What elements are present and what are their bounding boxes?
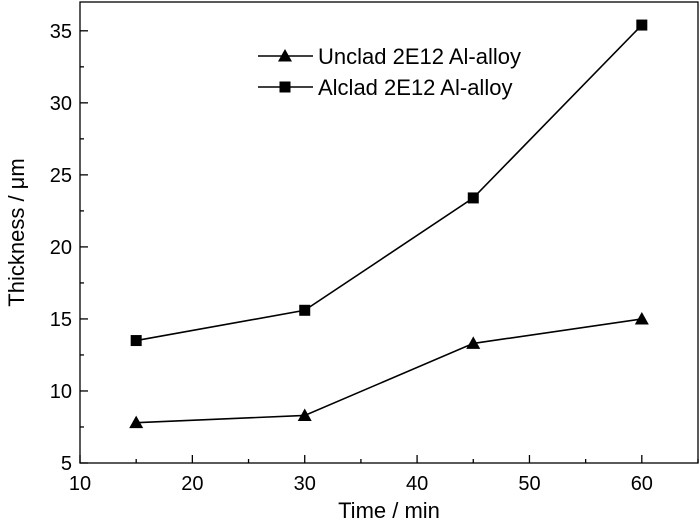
legend-label: Unclad 2E12 Al-alloy — [318, 44, 521, 69]
y-tick-label: 20 — [50, 237, 72, 259]
y-tick-label: 25 — [50, 165, 72, 187]
data-point-square — [636, 19, 648, 31]
series-triangle — [129, 311, 649, 429]
x-tick-label: 50 — [518, 473, 540, 495]
data-point-triangle — [466, 336, 481, 349]
x-tick-label: 10 — [69, 473, 91, 495]
y-tick-label: 15 — [50, 309, 72, 331]
data-point-triangle — [634, 311, 649, 325]
plot-frame — [79, 1, 699, 464]
data-point-square — [299, 304, 311, 316]
x-tick-label: 20 — [181, 473, 203, 495]
legend-marker-triangle — [278, 49, 292, 62]
data-point-triangle — [129, 415, 144, 429]
x-axis-title: Time / min — [338, 498, 440, 523]
series-line-triangle — [136, 318, 642, 424]
x-tick-label: 40 — [406, 473, 428, 495]
series-layer — [129, 19, 649, 429]
legend-entry: Alclad 2E12 Al-alloy — [258, 75, 512, 100]
legend: Unclad 2E12 Al-alloy Alclad 2E12 Al-alloy — [258, 44, 521, 100]
y-axis-title: Thickness / μm — [4, 158, 29, 306]
legend-entry: Unclad 2E12 Al-alloy — [258, 44, 521, 69]
x-tick-label: 30 — [294, 473, 316, 495]
data-point-triangle — [297, 408, 312, 421]
series-line-square — [136, 24, 643, 342]
x-tick-label: 60 — [631, 473, 653, 495]
y-tick-label: 35 — [50, 21, 72, 43]
data-point-square — [130, 335, 142, 347]
y-tick-label: 30 — [50, 93, 72, 115]
y-tick-label: 10 — [50, 381, 72, 403]
data-point-square — [467, 192, 479, 204]
legend-marker-square — [279, 81, 291, 93]
legend-label: Alclad 2E12 Al-alloy — [318, 75, 512, 100]
y-tick-label: 5 — [61, 453, 72, 475]
series-square — [130, 19, 648, 347]
